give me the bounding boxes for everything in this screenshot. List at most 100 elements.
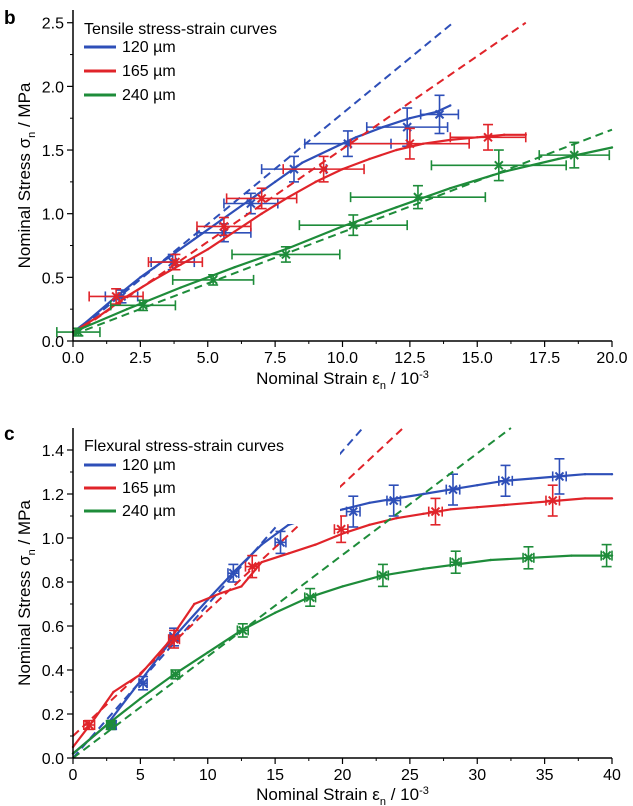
error-bar-marker bbox=[138, 300, 148, 311]
data-point bbox=[556, 157, 560, 161]
series-line bbox=[72, 146, 613, 334]
panel-label-b: b bbox=[4, 8, 16, 29]
data-point bbox=[152, 278, 156, 282]
series-line bbox=[72, 133, 526, 334]
data-point bbox=[273, 180, 277, 184]
error-bar bbox=[430, 149, 567, 182]
data-point bbox=[449, 508, 452, 511]
error-bar-marker bbox=[483, 132, 493, 143]
data-point bbox=[503, 503, 506, 507]
data-point bbox=[354, 136, 358, 139]
error-bar-marker bbox=[500, 476, 511, 486]
data-point bbox=[233, 230, 236, 233]
series-line bbox=[72, 473, 612, 755]
error-bar bbox=[244, 554, 260, 579]
fit-line bbox=[72, 21, 454, 336]
x-tick-label: 15.0 bbox=[462, 350, 493, 367]
data-point bbox=[314, 543, 317, 546]
x-tick-label: 17.5 bbox=[529, 350, 560, 367]
data-point bbox=[570, 554, 573, 557]
error-bar bbox=[551, 457, 567, 495]
error-bar bbox=[419, 94, 460, 135]
data-point bbox=[273, 611, 277, 614]
data-point bbox=[260, 561, 263, 564]
error-bar-marker bbox=[336, 524, 346, 534]
x-tick-label: 30 bbox=[468, 767, 486, 784]
data-point bbox=[489, 558, 492, 562]
error-bar bbox=[138, 675, 149, 691]
error-bar-marker bbox=[450, 557, 461, 567]
data-point bbox=[139, 276, 142, 279]
error-bar bbox=[449, 550, 462, 575]
y-tick-label: 2.5 bbox=[42, 16, 64, 33]
chart-title: Flexural stress-strain curves bbox=[84, 438, 284, 455]
data-point bbox=[240, 585, 243, 588]
data-point bbox=[529, 477, 533, 480]
panel-b: b 0.0 2.5 5.0 7.5 10.0 12.5 15.0 17.5 20.0 0.0 0.5… bbox=[4, 8, 628, 392]
legend-label: 240 µm bbox=[122, 87, 176, 104]
error-bar-marker bbox=[246, 198, 256, 209]
error-bar bbox=[167, 629, 181, 649]
error-bar-marker bbox=[208, 275, 218, 285]
error-bar-marker bbox=[348, 506, 358, 517]
error-bar bbox=[376, 563, 390, 588]
data-point bbox=[395, 206, 398, 209]
chart-title: Tensile stress-strain curves bbox=[84, 21, 277, 38]
error-bar bbox=[109, 299, 177, 312]
error-bar-marker bbox=[170, 257, 181, 267]
x-axis-title: Nominal Strain εn / 10-3 bbox=[256, 369, 429, 392]
legend-label: 120 µm bbox=[122, 457, 176, 474]
data-point bbox=[233, 265, 236, 269]
error-bar-marker bbox=[305, 592, 315, 603]
error-bar-marker bbox=[348, 220, 358, 230]
error-bar bbox=[82, 719, 96, 731]
data-point bbox=[220, 591, 223, 595]
series-3 bbox=[71, 427, 614, 759]
error-bar-marker bbox=[169, 634, 179, 644]
x-tick-label: 12.5 bbox=[394, 350, 425, 367]
y-axis-title: Nominal Stress σn / MPa bbox=[15, 82, 38, 268]
x-tick-label: 25 bbox=[401, 767, 419, 784]
error-bar-marker bbox=[430, 506, 441, 517]
error-bar-marker bbox=[434, 109, 445, 120]
data-point bbox=[166, 257, 169, 260]
data-point bbox=[179, 286, 182, 289]
x-tick-label: 10 bbox=[199, 767, 217, 784]
data-point bbox=[610, 473, 614, 476]
error-bar-marker bbox=[448, 484, 458, 495]
fit-line bbox=[72, 427, 404, 737]
error-bar-marker bbox=[247, 561, 257, 572]
error-bar bbox=[498, 464, 514, 498]
error-bar bbox=[349, 127, 470, 160]
data-point bbox=[368, 523, 371, 526]
error-bar bbox=[147, 253, 204, 271]
series-line bbox=[72, 497, 612, 748]
error-bar-marker bbox=[106, 720, 116, 730]
error-bar bbox=[171, 273, 255, 286]
data-point bbox=[193, 602, 196, 606]
error-bar bbox=[349, 184, 487, 210]
legend-label: 240 µm bbox=[122, 503, 176, 520]
y-tick-label: 0.0 bbox=[42, 334, 64, 351]
y-tick-label: 1.5 bbox=[42, 143, 64, 160]
error-bar bbox=[365, 107, 449, 148]
error-bar-marker bbox=[523, 553, 534, 563]
error-bar bbox=[445, 473, 461, 506]
error-bar bbox=[274, 530, 287, 555]
x-tick-label: 5.0 bbox=[197, 350, 219, 367]
error-bar-marker bbox=[256, 193, 267, 204]
data-point bbox=[449, 104, 452, 107]
error-bar-marker bbox=[138, 678, 148, 688]
x-tick-label: 20.0 bbox=[596, 350, 627, 367]
plot-area bbox=[71, 427, 614, 759]
error-bar bbox=[427, 497, 444, 526]
panel-c: c 0 5 10 15 20 25 30 35 40 0.0 0.2 0.4 0.6 0.8 1.0 1.2 1… bbox=[4, 424, 621, 806]
data-point bbox=[368, 501, 371, 504]
data-point bbox=[503, 170, 506, 173]
data-point bbox=[610, 146, 614, 149]
error-bar-marker bbox=[554, 471, 565, 482]
y-tick-label: 0.0 bbox=[42, 751, 64, 768]
error-bar bbox=[333, 515, 349, 544]
data-point bbox=[408, 117, 412, 120]
